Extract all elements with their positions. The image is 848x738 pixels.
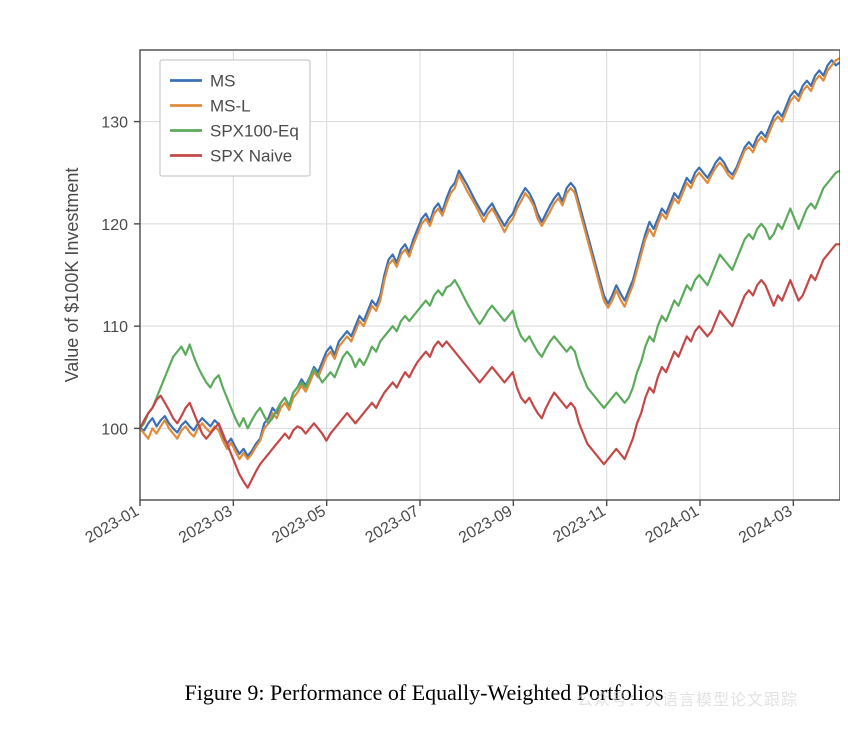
x-tick-label: 2023-03 bbox=[176, 503, 235, 547]
x-tick-label: 2023-05 bbox=[269, 503, 328, 547]
y-axis-label: Value of $100K Investment bbox=[62, 168, 82, 383]
legend-label: SPX100-Eq bbox=[210, 121, 299, 140]
x-tick-label: 2023-11 bbox=[550, 503, 608, 547]
x-tick-label: 2024-01 bbox=[643, 503, 702, 547]
line-chart: 100 110 120 130 2023-01 2023-03 2023-05 2023-07… bbox=[40, 20, 840, 600]
y-tick-label: 130 bbox=[101, 115, 128, 132]
x-tick-label: 2023-01 bbox=[83, 503, 142, 547]
figure-container: 100 110 120 130 2023-01 2023-03 2023-05 2023-07… bbox=[0, 0, 848, 738]
watermark-text: 公众号：大语言模型论文跟踪 bbox=[577, 686, 798, 710]
y-tick-label: 100 bbox=[101, 421, 128, 438]
legend-label: SPX Naive bbox=[210, 146, 292, 165]
x-tick-label: 2024-03 bbox=[736, 503, 795, 547]
legend-label: MS-L bbox=[210, 96, 251, 115]
y-tick-label: 120 bbox=[101, 217, 128, 234]
legend-label: MS bbox=[210, 71, 236, 90]
x-tick-label: 2023-07 bbox=[363, 503, 422, 547]
y-tick-label: 110 bbox=[102, 319, 128, 336]
x-tick-label: 2023-09 bbox=[456, 503, 515, 547]
